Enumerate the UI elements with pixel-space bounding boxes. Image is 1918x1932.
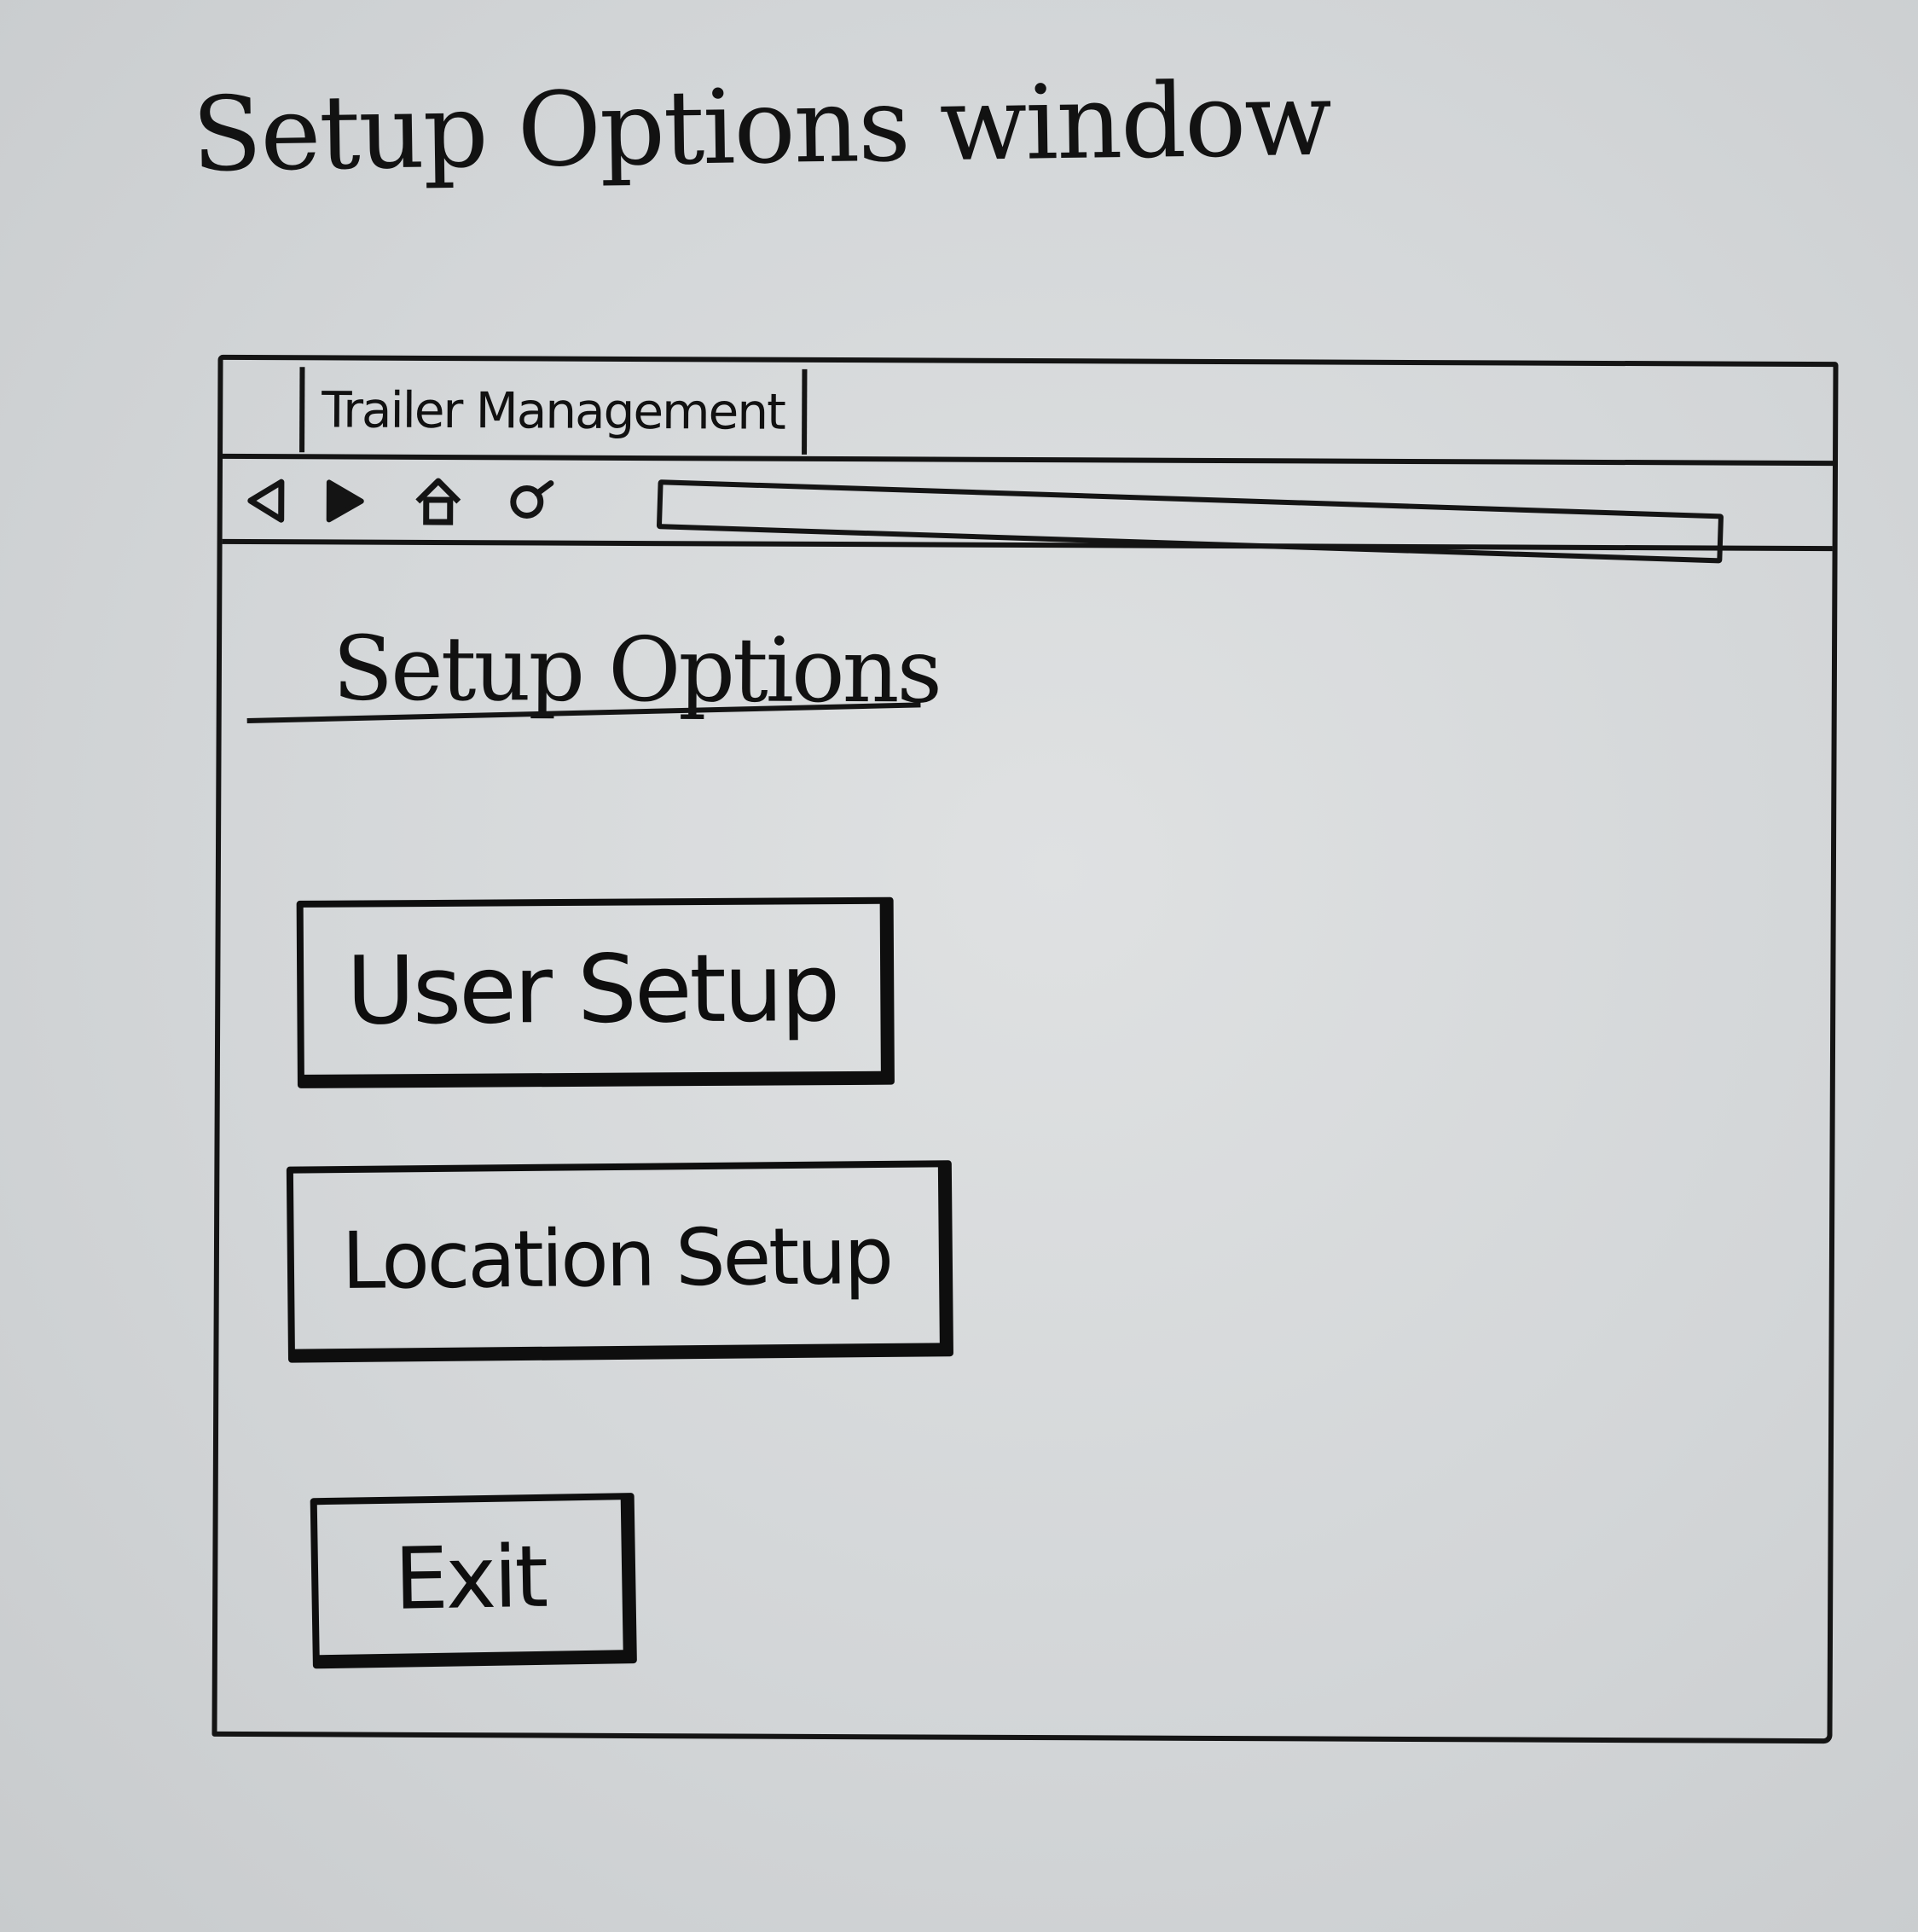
back-button[interactable] [240, 474, 296, 531]
home-button[interactable] [410, 475, 466, 531]
browser-window: Trailer Management [212, 354, 1839, 1744]
triangle-right-icon [319, 475, 370, 530]
tab-bar: Trailer Management [223, 359, 1834, 467]
house-icon [413, 476, 464, 531]
magnifier-icon [507, 476, 558, 531]
tab-trailer-management[interactable]: Trailer Management [299, 367, 808, 455]
search-button[interactable] [504, 475, 560, 531]
user-setup-button[interactable]: User Setup [296, 896, 895, 1088]
navigation-bar [222, 458, 1833, 564]
sketch-caption: Setup Options window [191, 60, 1331, 195]
location-setup-button[interactable]: Location Setup [286, 1160, 953, 1363]
forward-button[interactable] [316, 474, 373, 531]
exit-button[interactable]: Exit [310, 1493, 637, 1669]
address-bar-input[interactable] [656, 479, 1724, 564]
triangle-left-icon [242, 475, 293, 530]
